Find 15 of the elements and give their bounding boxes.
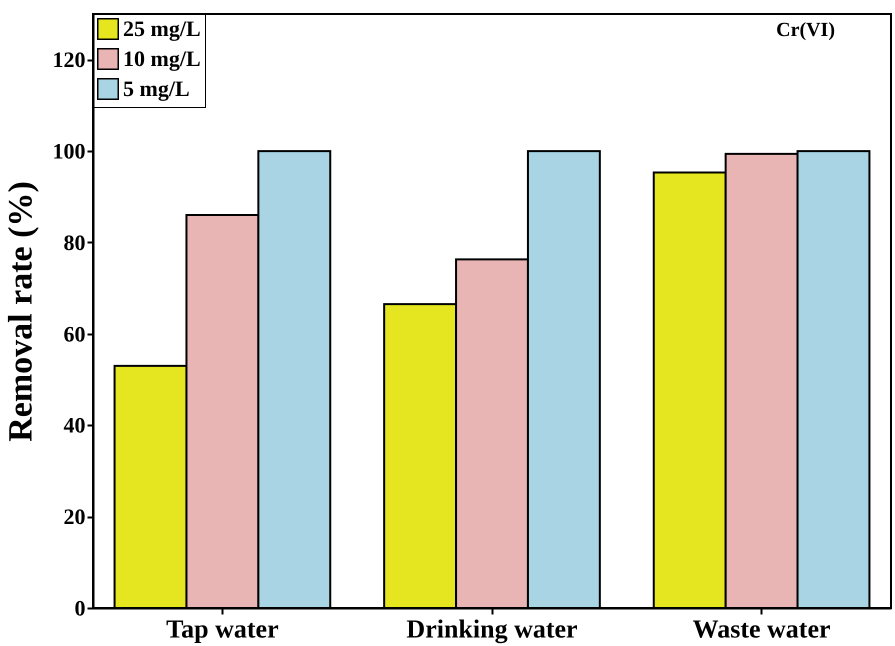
y-tick-label: 0 xyxy=(74,596,86,620)
y-tick-label: 40 xyxy=(64,412,86,438)
annotation: Cr(VI) xyxy=(776,19,835,41)
legend-label: 25 mg/L xyxy=(123,16,201,41)
y-axis-title: Removal rate (%) xyxy=(2,181,40,442)
x-tick-label: Waste water xyxy=(692,614,831,644)
y-tick-label: 20 xyxy=(64,504,86,530)
y-tick-label: 120 xyxy=(52,47,86,72)
x-tick-label: Drinking water xyxy=(406,614,578,644)
legend-label: 5 mg/L xyxy=(123,76,190,101)
y-tick-label: 100 xyxy=(52,138,86,164)
x-tick-label: Tap water xyxy=(166,614,279,644)
legend-label: 10 mg/L xyxy=(123,46,201,71)
y-tick-label: 60 xyxy=(64,321,86,346)
y-tick-label: 80 xyxy=(64,230,86,255)
